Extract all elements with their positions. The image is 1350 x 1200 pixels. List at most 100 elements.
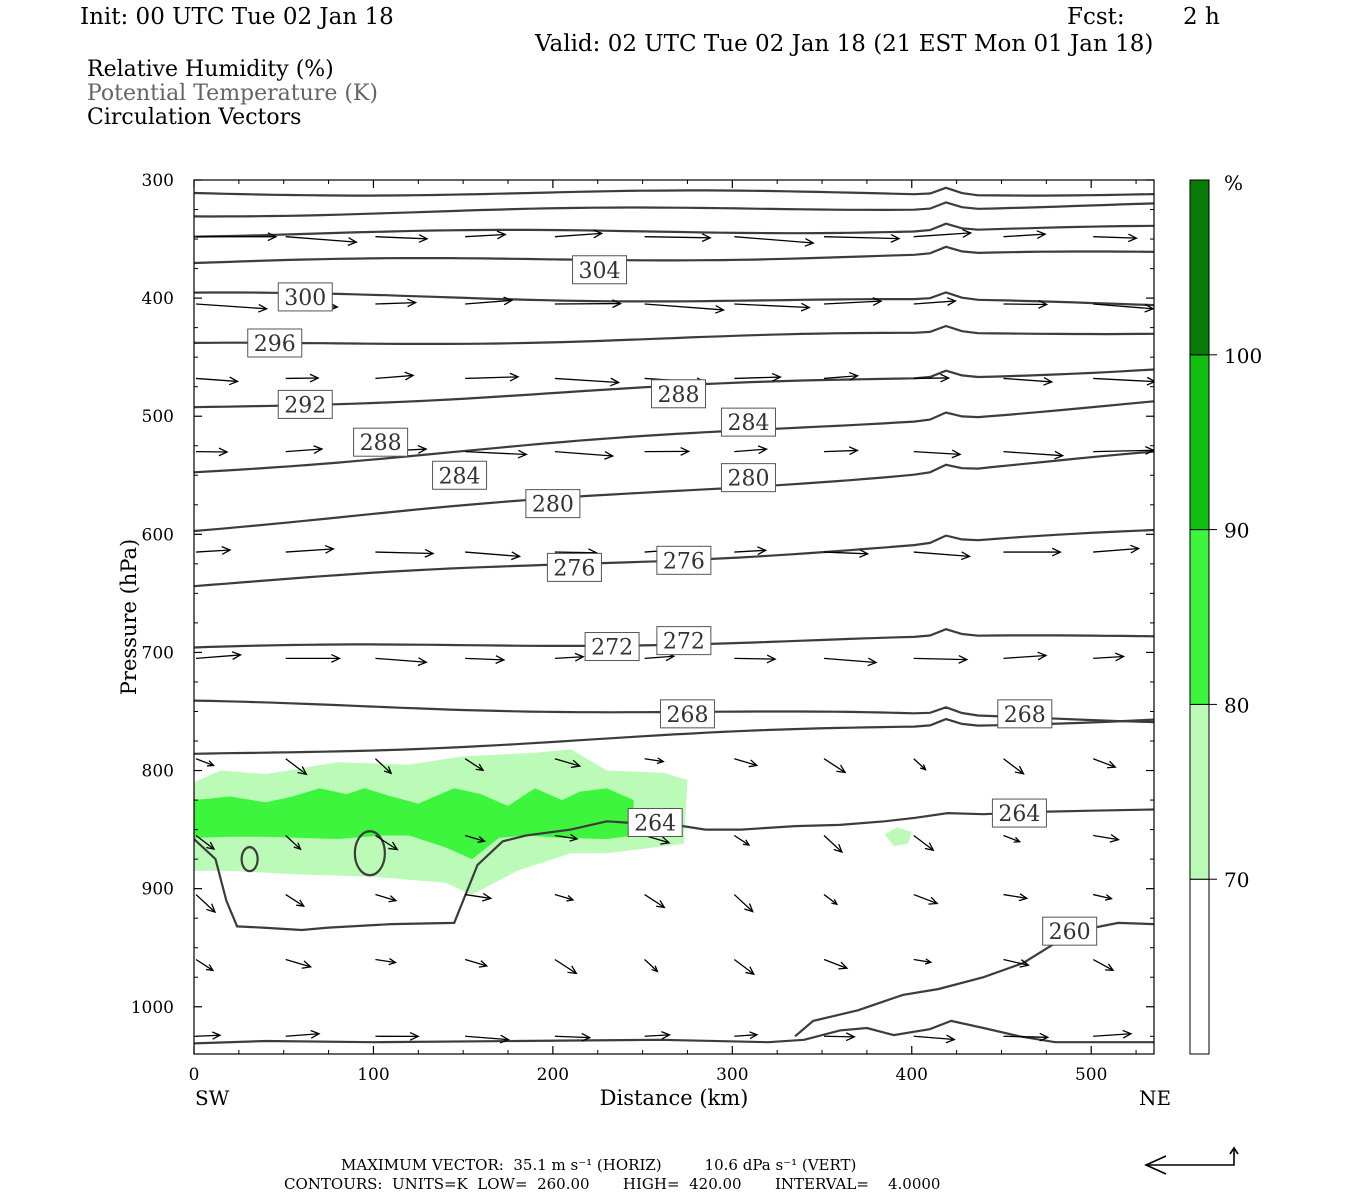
- vector-arrow: [1093, 547, 1139, 553]
- vector-arrow: [464, 958, 487, 967]
- vector-arrow-head: [612, 299, 623, 309]
- vector-arrow-head: [1019, 959, 1030, 968]
- vector-arrow-head: [1043, 376, 1054, 386]
- contour-label-text: 284: [439, 464, 481, 489]
- contour-label-text: 264: [634, 812, 676, 837]
- vector-arrow-head: [745, 966, 756, 976]
- vector-arrow: [913, 1035, 955, 1041]
- vector-arrow-head: [383, 766, 393, 775]
- contour-label-264: 264: [627, 808, 683, 838]
- colorbar-unit: %: [1224, 171, 1243, 195]
- vector-arrow: [823, 375, 858, 380]
- vector-arrow-head: [1037, 651, 1048, 661]
- vector-arrow-head: [748, 759, 759, 768]
- contour-label-276: 276: [546, 552, 602, 582]
- vector-arrow-head: [407, 298, 418, 308]
- vector-arrow-head: [656, 757, 665, 765]
- vector-arrow: [734, 448, 767, 453]
- vector-arrow-head: [757, 445, 769, 455]
- vector-arrow-head: [206, 903, 217, 914]
- contour-label-264: 264: [991, 798, 1047, 828]
- contour-label-268: 268: [997, 699, 1053, 729]
- vector-arrow: [285, 548, 334, 553]
- rh-region-80-2: [194, 788, 634, 860]
- colorbar-segment: [1189, 703, 1210, 880]
- vector-arrow: [375, 834, 398, 851]
- y-tick-label: 600: [142, 525, 174, 545]
- y-tick-label: 900: [142, 880, 174, 900]
- theta-closed-contour: [353, 830, 386, 877]
- vector-arrow: [1003, 834, 1020, 843]
- vector-arrow: [285, 958, 311, 968]
- vector-arrow-head: [962, 229, 973, 238]
- vector-arrow: [1003, 377, 1052, 383]
- vector-arrow-head: [742, 839, 751, 846]
- contour-label-272: 272: [584, 632, 640, 662]
- vector-arrow-head: [1114, 652, 1126, 662]
- contour-label-280: 280: [525, 489, 581, 519]
- vector-arrow: [1003, 958, 1029, 966]
- contour-label-304: 304: [572, 255, 628, 285]
- vector-arrow-head: [749, 1031, 759, 1040]
- vector-arrow-head: [388, 958, 397, 966]
- vector-arrow: [554, 834, 578, 840]
- vector-arrow: [734, 236, 814, 244]
- vector-arrow: [644, 758, 664, 763]
- contour-label-text: 272: [663, 630, 705, 655]
- contour-label-text: 280: [727, 467, 769, 492]
- vector-arrow-head: [757, 546, 768, 556]
- vector-arrow: [195, 834, 215, 850]
- vector-arrow-head: [212, 1031, 222, 1040]
- vector-arrow-head: [1105, 963, 1115, 971]
- contour-label-284: 284: [432, 460, 488, 490]
- vector-arrow: [375, 551, 434, 555]
- vector-arrow-head: [297, 766, 308, 776]
- vector-arrow-head: [417, 445, 428, 454]
- vector-arrow-head: [309, 373, 320, 383]
- vector-arrow-head: [924, 842, 935, 852]
- vector-arrow: [375, 958, 396, 964]
- vector-arrow: [464, 758, 484, 771]
- colorbar-tick-label: 100: [1224, 344, 1262, 368]
- vector-arrow: [465, 233, 506, 238]
- vector-arrow: [1093, 303, 1154, 310]
- contour-label-260: 260: [1042, 916, 1098, 946]
- vector-arrow-head: [1106, 760, 1117, 769]
- vector-arrow: [375, 236, 428, 240]
- right-end-label: NE: [1139, 1086, 1171, 1110]
- colorbar: 70 80 90 100%: [1189, 171, 1262, 1055]
- vector-arrow-head: [574, 652, 585, 662]
- vector-arrow-head: [567, 965, 578, 975]
- vector-arrow-head: [1036, 230, 1047, 240]
- vector-arrow: [375, 657, 427, 663]
- vector-arrow: [375, 301, 416, 305]
- vector-arrow-head: [258, 303, 269, 313]
- vector-arrow-head: [388, 841, 399, 851]
- circulation-vectors: [195, 229, 1154, 1044]
- vector-arrow: [823, 758, 846, 773]
- vector-arrow-head: [503, 296, 514, 306]
- vector-arrow-head: [661, 1030, 671, 1040]
- vector-arrow: [823, 894, 838, 905]
- vector-arrow-head: [509, 372, 520, 382]
- vector-arrow-head: [604, 451, 615, 460]
- contour-label-288: 288: [650, 379, 706, 409]
- vector-arrow-head: [301, 960, 313, 969]
- vector-arrow: [465, 1035, 509, 1041]
- vector-arrow: [465, 893, 491, 900]
- vector-arrow: [1093, 449, 1154, 453]
- vector-arrow: [644, 303, 724, 311]
- vector-arrow: [644, 655, 674, 659]
- vector-arrow: [824, 1035, 855, 1038]
- vector-arrow: [824, 551, 868, 555]
- vector-arrow-head: [1054, 450, 1065, 460]
- vector-arrow: [465, 299, 512, 305]
- vector-arrow-head: [940, 373, 951, 383]
- theta-contour-low-1: [794, 921, 1154, 1038]
- vector-arrow-head: [477, 836, 486, 843]
- vector-arrow-head: [660, 836, 671, 845]
- vector-arrow: [824, 300, 882, 305]
- contour-label-284: 284: [720, 407, 776, 437]
- vector-arrow-head: [296, 899, 306, 908]
- vector-arrow: [464, 834, 485, 842]
